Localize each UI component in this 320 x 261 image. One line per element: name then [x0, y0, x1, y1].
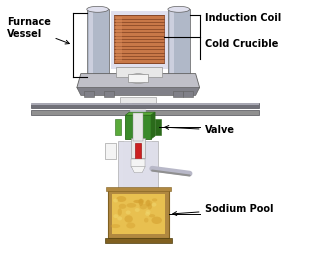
Bar — [31, 103, 259, 108]
Ellipse shape — [151, 217, 162, 224]
Bar — [168, 9, 190, 81]
Bar — [110, 11, 168, 69]
Text: Cold Crucible: Cold Crucible — [204, 39, 278, 49]
Bar — [115, 15, 164, 63]
Bar — [120, 97, 156, 107]
Bar — [183, 91, 193, 97]
Bar — [104, 91, 114, 97]
Ellipse shape — [126, 210, 131, 214]
Ellipse shape — [118, 208, 122, 216]
Ellipse shape — [113, 199, 118, 203]
Ellipse shape — [126, 223, 135, 228]
Ellipse shape — [113, 214, 118, 218]
Ellipse shape — [148, 203, 152, 210]
Bar — [118, 141, 158, 190]
Ellipse shape — [152, 198, 157, 201]
Bar — [135, 143, 141, 159]
Bar — [112, 194, 165, 234]
Ellipse shape — [135, 208, 140, 212]
Ellipse shape — [87, 6, 108, 12]
Bar — [155, 119, 161, 135]
Ellipse shape — [117, 216, 122, 221]
Bar — [126, 103, 150, 107]
Bar — [84, 91, 94, 97]
Ellipse shape — [168, 6, 190, 12]
Ellipse shape — [145, 212, 150, 216]
Ellipse shape — [127, 203, 136, 208]
Ellipse shape — [116, 196, 126, 202]
Ellipse shape — [140, 204, 147, 209]
Bar — [128, 74, 148, 81]
Bar — [105, 238, 172, 243]
Ellipse shape — [110, 224, 120, 228]
Bar — [108, 190, 169, 238]
Bar — [124, 141, 152, 190]
Bar — [128, 103, 132, 107]
Bar — [31, 103, 259, 105]
Ellipse shape — [152, 203, 156, 207]
Polygon shape — [77, 74, 200, 91]
Polygon shape — [77, 87, 200, 95]
Bar — [87, 9, 108, 81]
Text: Sodium Pool: Sodium Pool — [173, 204, 273, 216]
Polygon shape — [125, 112, 155, 115]
Text: Valve: Valve — [165, 125, 235, 135]
Bar — [119, 142, 124, 189]
Ellipse shape — [139, 199, 143, 206]
Ellipse shape — [145, 200, 152, 206]
Bar — [31, 110, 259, 115]
Bar — [130, 110, 146, 117]
Bar — [133, 113, 143, 141]
Polygon shape — [151, 112, 155, 139]
Bar — [89, 11, 93, 79]
Bar — [170, 11, 174, 79]
Bar — [105, 143, 116, 159]
Bar — [116, 119, 121, 135]
Bar — [106, 187, 171, 191]
Bar — [116, 17, 123, 61]
Ellipse shape — [128, 74, 148, 84]
Bar — [116, 67, 162, 76]
Ellipse shape — [146, 200, 150, 207]
Bar — [131, 138, 145, 158]
Text: Furnace
Vessel: Furnace Vessel — [7, 17, 69, 44]
Bar — [173, 91, 183, 97]
Ellipse shape — [124, 215, 133, 223]
Ellipse shape — [138, 199, 144, 204]
Ellipse shape — [149, 214, 155, 217]
Bar — [125, 115, 151, 139]
Text: Induction Coil: Induction Coil — [204, 13, 281, 23]
Polygon shape — [131, 167, 145, 173]
Ellipse shape — [119, 204, 126, 209]
Ellipse shape — [133, 200, 143, 203]
Ellipse shape — [144, 218, 148, 223]
Ellipse shape — [146, 210, 150, 214]
Bar — [131, 159, 145, 167]
